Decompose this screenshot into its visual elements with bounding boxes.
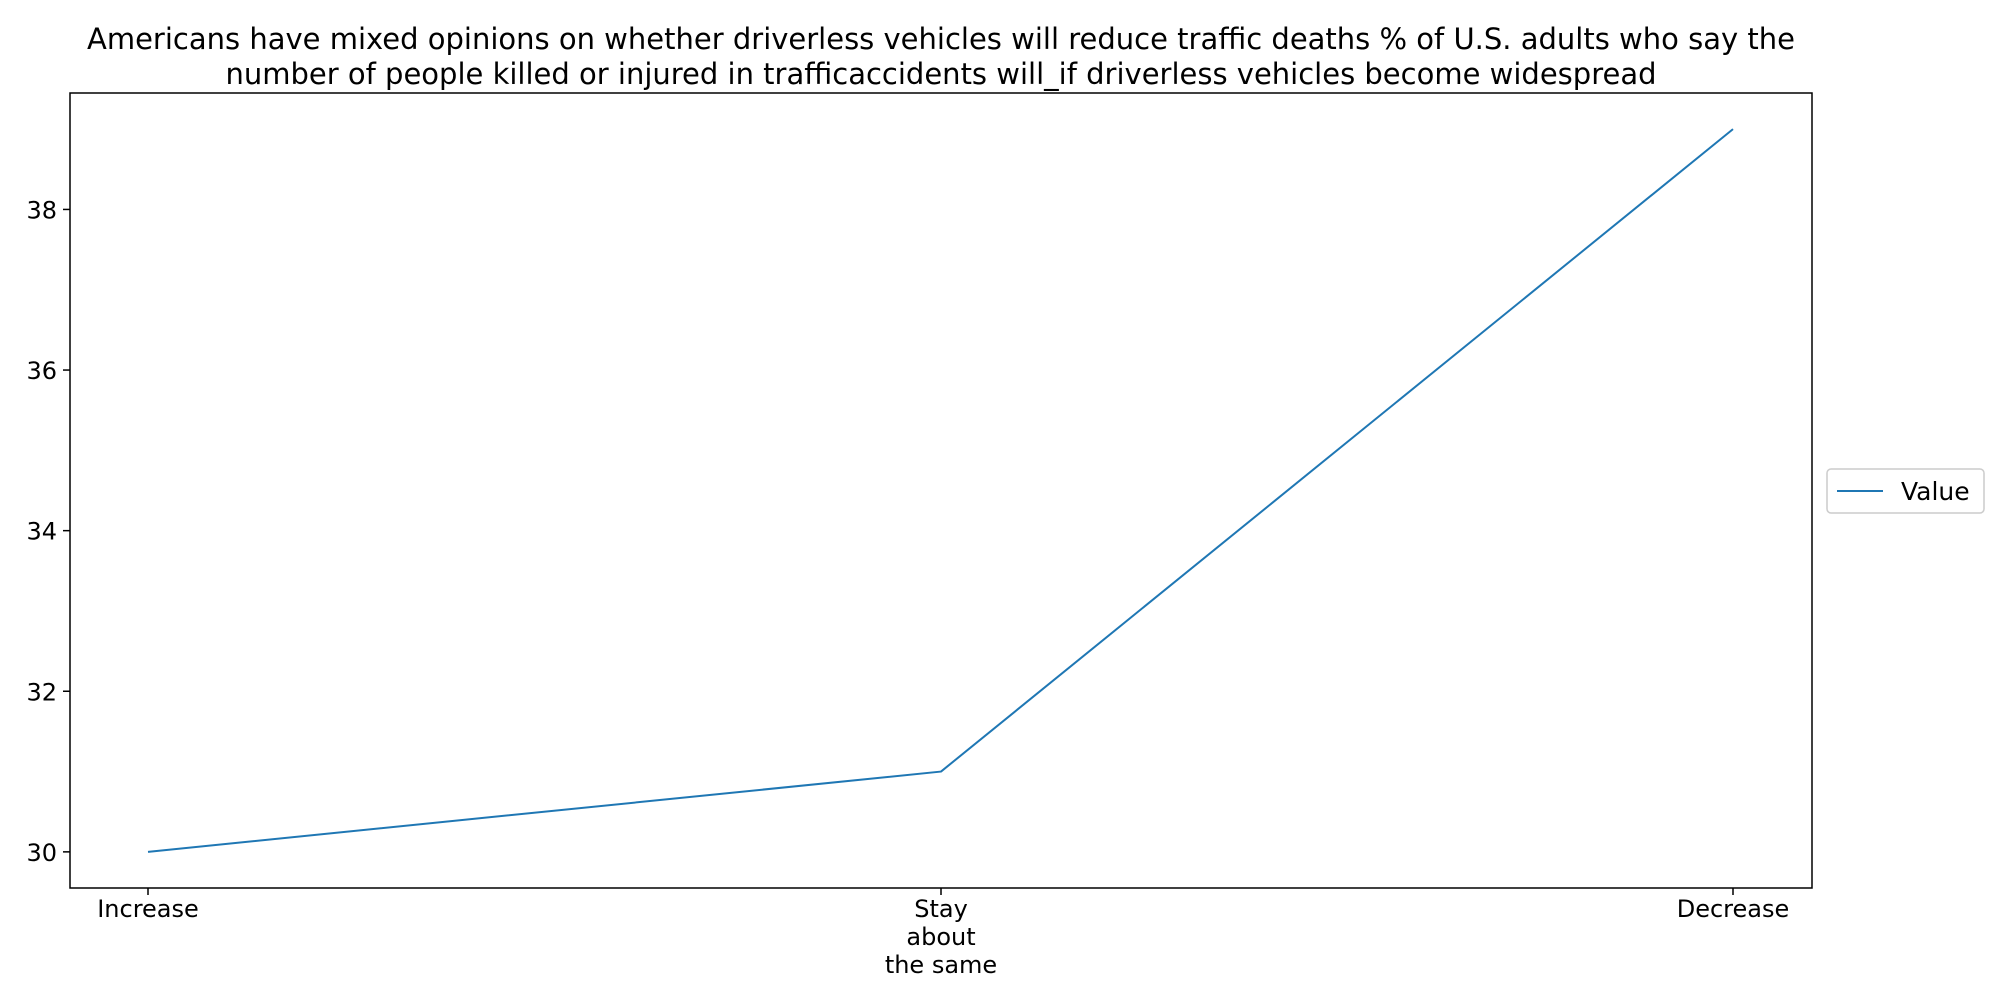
x-tick-label-line: Stay	[914, 895, 968, 923]
y-tick-label: 34	[26, 518, 57, 546]
chart-title: Americans have mixed opinions on whether…	[87, 22, 1795, 91]
series-group	[147, 128, 1734, 853]
legend-box	[1826, 468, 1985, 514]
x-tick-label-line: about	[906, 923, 975, 951]
chart-title-text: Americans have mixed opinions on whether…	[87, 22, 1795, 91]
series-line-value	[147, 128, 1734, 853]
x-tick-label: Increase	[97, 895, 199, 923]
y-tick-label: 30	[26, 839, 57, 867]
y-tick-label: 38	[26, 196, 57, 224]
chart-title-line: number of people killed or injured in tr…	[225, 57, 1656, 91]
chart-title-line: Americans have mixed opinions on whether…	[87, 22, 1795, 56]
legend[interactable]: Value	[1826, 468, 1985, 514]
y-tick-label: 36	[26, 357, 57, 385]
x-tick-label-line: Increase	[97, 895, 199, 923]
y-axis: 30 32 34 36 38	[26, 196, 70, 867]
x-tick-label-line: the same	[885, 951, 997, 979]
x-tick-label: Stay about the same	[885, 895, 997, 979]
plot-area	[69, 92, 1813, 889]
x-tick-label: Decrease	[1677, 895, 1790, 923]
x-axis: Increase Stay about the same Decrease	[97, 888, 1789, 979]
y-tick-label: 32	[26, 678, 57, 706]
x-tick-label-line: Decrease	[1677, 895, 1790, 923]
legend-label: Value	[1901, 477, 1970, 506]
